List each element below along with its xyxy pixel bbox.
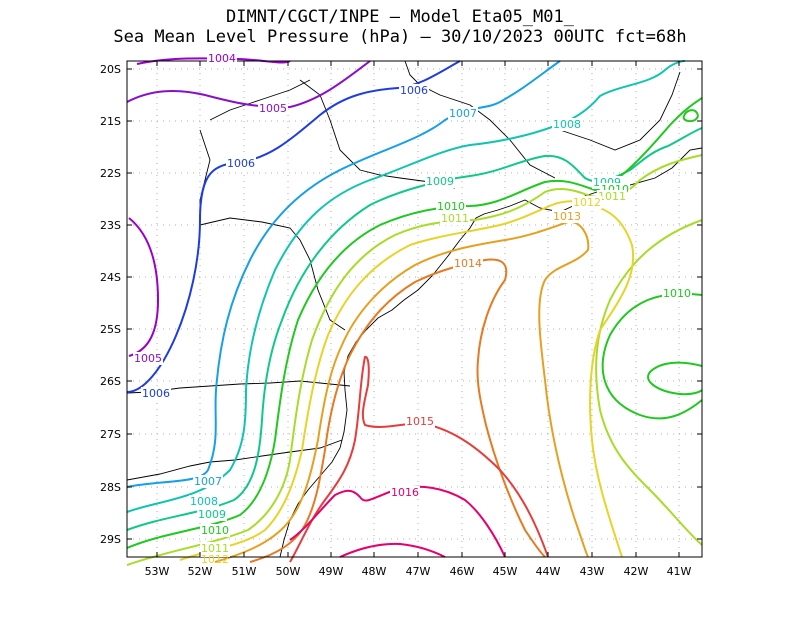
map-frame xyxy=(126,60,703,558)
isobar-1015 xyxy=(289,356,549,563)
lon-label: 43W xyxy=(580,565,605,578)
lat-label: 21S xyxy=(100,115,121,128)
isobar-1010 xyxy=(647,361,703,396)
contour-label: 1005 xyxy=(259,102,287,115)
contour-label: 1005 xyxy=(134,352,162,365)
contour-label: 1004 xyxy=(208,52,236,65)
isobar-1008 xyxy=(126,60,686,513)
lon-label: 52W xyxy=(188,565,213,578)
isobar-1005 xyxy=(126,60,371,109)
lon-label: 46W xyxy=(450,565,475,578)
lon-label: 45W xyxy=(493,565,518,578)
contour-label: 1012 xyxy=(201,553,229,566)
contour-label: 1006 xyxy=(400,84,428,97)
contour-label: 1006 xyxy=(142,387,170,400)
lat-axis xyxy=(127,68,702,540)
contour-label: 1008 xyxy=(190,495,218,508)
isobar-1016 xyxy=(339,542,446,558)
contour-label: 1015 xyxy=(406,415,434,428)
state-border xyxy=(199,217,346,331)
contour-label: 1010 xyxy=(663,287,691,300)
contour-label: 1009 xyxy=(426,175,454,188)
lat-labels: 20S 21S 22S 23S 24S 25S 26S 27S 28S 29S xyxy=(100,63,121,546)
lat-label: 28S xyxy=(100,481,121,494)
isobar-1010 xyxy=(682,109,699,123)
isobar-1009 xyxy=(126,127,703,531)
contour-label: 1012 xyxy=(573,196,601,209)
contour-label: 1016 xyxy=(391,486,419,499)
contour-label: 1007 xyxy=(449,107,477,120)
contour-label: 1007 xyxy=(194,475,222,488)
contour-label: 1011 xyxy=(201,542,229,555)
contour-label: 1011 xyxy=(598,190,626,203)
isobar-1013 xyxy=(214,220,590,563)
contour-label: 1009 xyxy=(198,508,226,521)
state-border xyxy=(209,79,311,121)
isobar-1007 xyxy=(126,60,561,488)
coastline xyxy=(279,147,703,558)
lon-label: 47W xyxy=(406,565,431,578)
state-border xyxy=(404,60,556,179)
isobar-1012 xyxy=(179,200,635,561)
lat-label: 24S xyxy=(100,271,121,284)
lon-axis xyxy=(156,61,680,557)
lon-label: 53W xyxy=(145,565,170,578)
contour-label: 1011 xyxy=(441,212,469,225)
contour-label: 1010 xyxy=(201,524,229,537)
isobar-1014 xyxy=(249,258,546,563)
isobars xyxy=(126,57,703,566)
state-border xyxy=(559,71,681,151)
lon-labels: 53W 52W 51W 50W 49W 48W 47W 46W 45W 44W … xyxy=(145,565,692,578)
contour-label: 1008 xyxy=(553,118,581,131)
lat-label: 25S xyxy=(100,323,121,336)
map-title-line-2: Sea Mean Level Pressure (hPa) — 30/10/20… xyxy=(113,27,687,47)
lon-label: 41W xyxy=(667,565,692,578)
map-title-line-1: DIMNT/CGCT/INPE — Model Eta05_M01_ xyxy=(226,7,574,27)
isobar-1010 xyxy=(601,292,703,420)
lon-label: 48W xyxy=(362,565,387,578)
lat-label: 20S xyxy=(100,63,121,76)
lon-label: 44W xyxy=(536,565,561,578)
lon-label: 42W xyxy=(624,565,649,578)
lat-label: 26S xyxy=(100,375,121,388)
contour-label: 1013 xyxy=(553,210,581,223)
isobar-1004 xyxy=(128,217,160,357)
state-border xyxy=(299,79,456,189)
contour-labels: 1004 1005 1005 1006 1006 1006 1007 1007 … xyxy=(133,52,692,566)
isobar-1006 xyxy=(126,60,461,393)
lat-label: 23S xyxy=(100,219,121,232)
lon-label: 51W xyxy=(232,565,257,578)
contour-label: 1010 xyxy=(437,200,465,213)
contour-label: 1014 xyxy=(454,257,482,270)
lat-label: 22S xyxy=(100,167,121,180)
lon-label: 50W xyxy=(276,565,301,578)
contour-label: 1006 xyxy=(227,157,255,170)
isobar-1016 xyxy=(289,485,506,558)
lat-label: 29S xyxy=(100,533,121,546)
lon-label: 49W xyxy=(319,565,344,578)
isobar-1011 xyxy=(595,219,703,546)
lat-label: 27S xyxy=(100,428,121,441)
